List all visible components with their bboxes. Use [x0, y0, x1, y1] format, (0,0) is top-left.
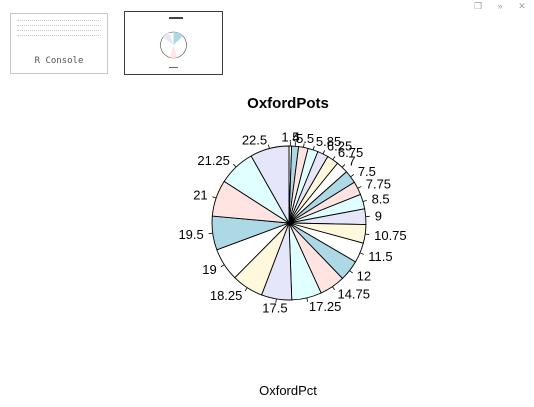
pie-slice: [250, 145, 290, 225]
pie-slice-label: 17.25: [309, 299, 342, 314]
pie-label-tick: [332, 156, 336, 160]
pie-slice-label: 7.5: [358, 164, 376, 179]
plot-thumbnail[interactable]: [124, 11, 223, 75]
close-icon[interactable]: ✕: [518, 1, 526, 11]
restore-icon[interactable]: ❐: [473, 1, 483, 11]
pie-slice-label: 6.75: [338, 145, 363, 160]
pie-slice-label: 5.5: [296, 131, 314, 146]
console-preview-lines: [17, 20, 101, 40]
pie-label-tick: [275, 298, 277, 303]
pie-label-tick: [332, 286, 336, 291]
window-controls: ❐ » ✕: [472, 0, 528, 12]
pie-label-tick: [208, 232, 213, 235]
pie-label-tick: [357, 186, 362, 189]
pie-slice-label: 1.5: [281, 130, 299, 145]
pie-label-tick: [306, 297, 309, 302]
pie-slice-label: 14.75: [337, 287, 370, 302]
pie-label-tick: [268, 144, 270, 149]
pie-label-tick: [303, 143, 305, 148]
pie-slice-label: 6.25: [327, 138, 352, 153]
plot-thumbnail-preview: [160, 17, 187, 68]
pie-slice-label: 18.25: [210, 288, 243, 303]
pie-label-tick: [322, 150, 326, 155]
pie-slice-label: 4: [292, 130, 299, 145]
pie-label-tick: [233, 163, 237, 168]
pie-slice-label: 19.5: [178, 227, 203, 242]
pie-slice-label: 7.75: [366, 177, 391, 192]
pie-label-tick: [220, 264, 225, 268]
console-thumbnail[interactable]: R Console: [10, 13, 108, 74]
pie-label-tick: [359, 252, 364, 255]
pie-label-tick: [365, 233, 370, 235]
pie-label-tick: [362, 200, 367, 202]
pie-label-tick: [341, 164, 346, 168]
pie-slice-label: 8.5: [372, 192, 390, 207]
pie-slice-label: 5.85: [316, 134, 341, 149]
pie-slice-label: 17.5: [262, 300, 287, 315]
pie-slices: [211, 145, 367, 301]
pie-slice-label: 21: [193, 188, 207, 203]
collapse-icon[interactable]: »: [497, 1, 503, 11]
chart-title: OxfordPots: [247, 95, 329, 112]
x-axis-label: OxfordPct: [259, 383, 317, 398]
pie-slice-label: 11.5: [368, 249, 392, 264]
console-thumbnail-label: R Console: [34, 56, 84, 66]
pie-label-tick: [212, 196, 217, 199]
pie-slice-label: 7: [348, 153, 355, 168]
pie-slice-label: 12: [357, 269, 371, 284]
pie-slice-label: 10.75: [374, 228, 407, 243]
pie-slice-label: 22.5: [242, 132, 267, 147]
pie-slice-label: 9: [375, 208, 382, 223]
pie-slice-label: 21.25: [197, 153, 230, 168]
pie-label-tick: [244, 287, 248, 292]
pie-slice-label: 19: [202, 262, 216, 277]
pie-label-tick: [350, 174, 355, 178]
pie-label-tick: [312, 145, 315, 150]
pie-label-tick: [349, 270, 353, 274]
